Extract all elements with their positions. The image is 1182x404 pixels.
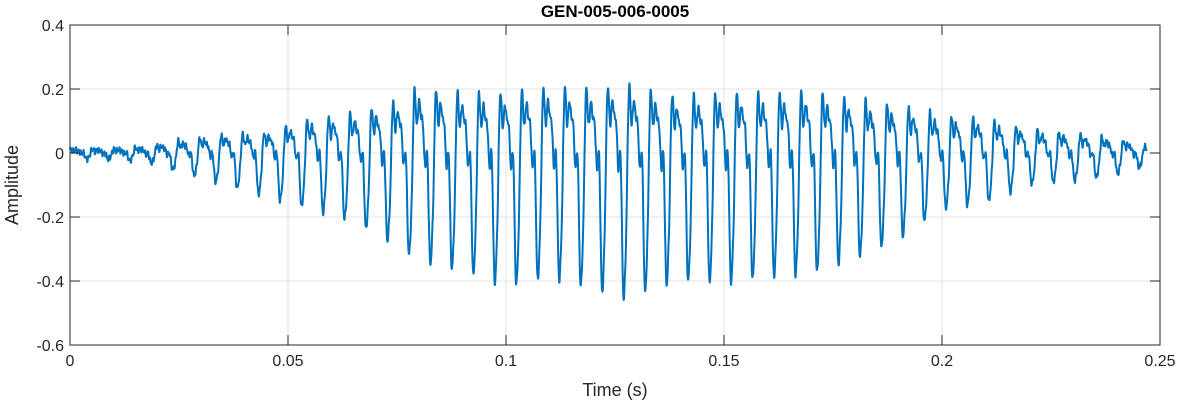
- y-axis-title: Amplitude: [2, 145, 22, 225]
- y-tick-label: -0.6: [36, 338, 64, 355]
- x-tick-label: 0: [66, 353, 75, 370]
- y-tick-label: 0.2: [42, 82, 64, 99]
- x-tick-label: 0.25: [1144, 353, 1175, 370]
- y-tick-label: -0.4: [36, 274, 64, 291]
- plot-box: [69, 24, 1161, 346]
- tick-labels: 0 0.05 0.1 0.15 0.2 0.25 -0.6 -0.4 -0.2 0 0.2 0.4: [36, 18, 1175, 370]
- tick-marks: [69, 24, 1161, 346]
- plot-area: [70, 25, 1160, 345]
- y-tick-label: 0: [55, 146, 64, 163]
- x-tick-label: 0.1: [495, 353, 517, 370]
- y-tick-label: 0.4: [42, 18, 64, 35]
- x-tick-label: 0.15: [708, 353, 739, 370]
- y-tick-label: -0.2: [36, 210, 64, 227]
- series-group: [69, 82, 1148, 301]
- waveform-line: [69, 82, 1148, 301]
- chart-title: GEN-005-006-0005: [541, 2, 689, 21]
- x-tick-label: 0.2: [931, 353, 953, 370]
- x-tick-label: 0.05: [272, 353, 303, 370]
- x-axis-title: Time (s): [582, 380, 647, 400]
